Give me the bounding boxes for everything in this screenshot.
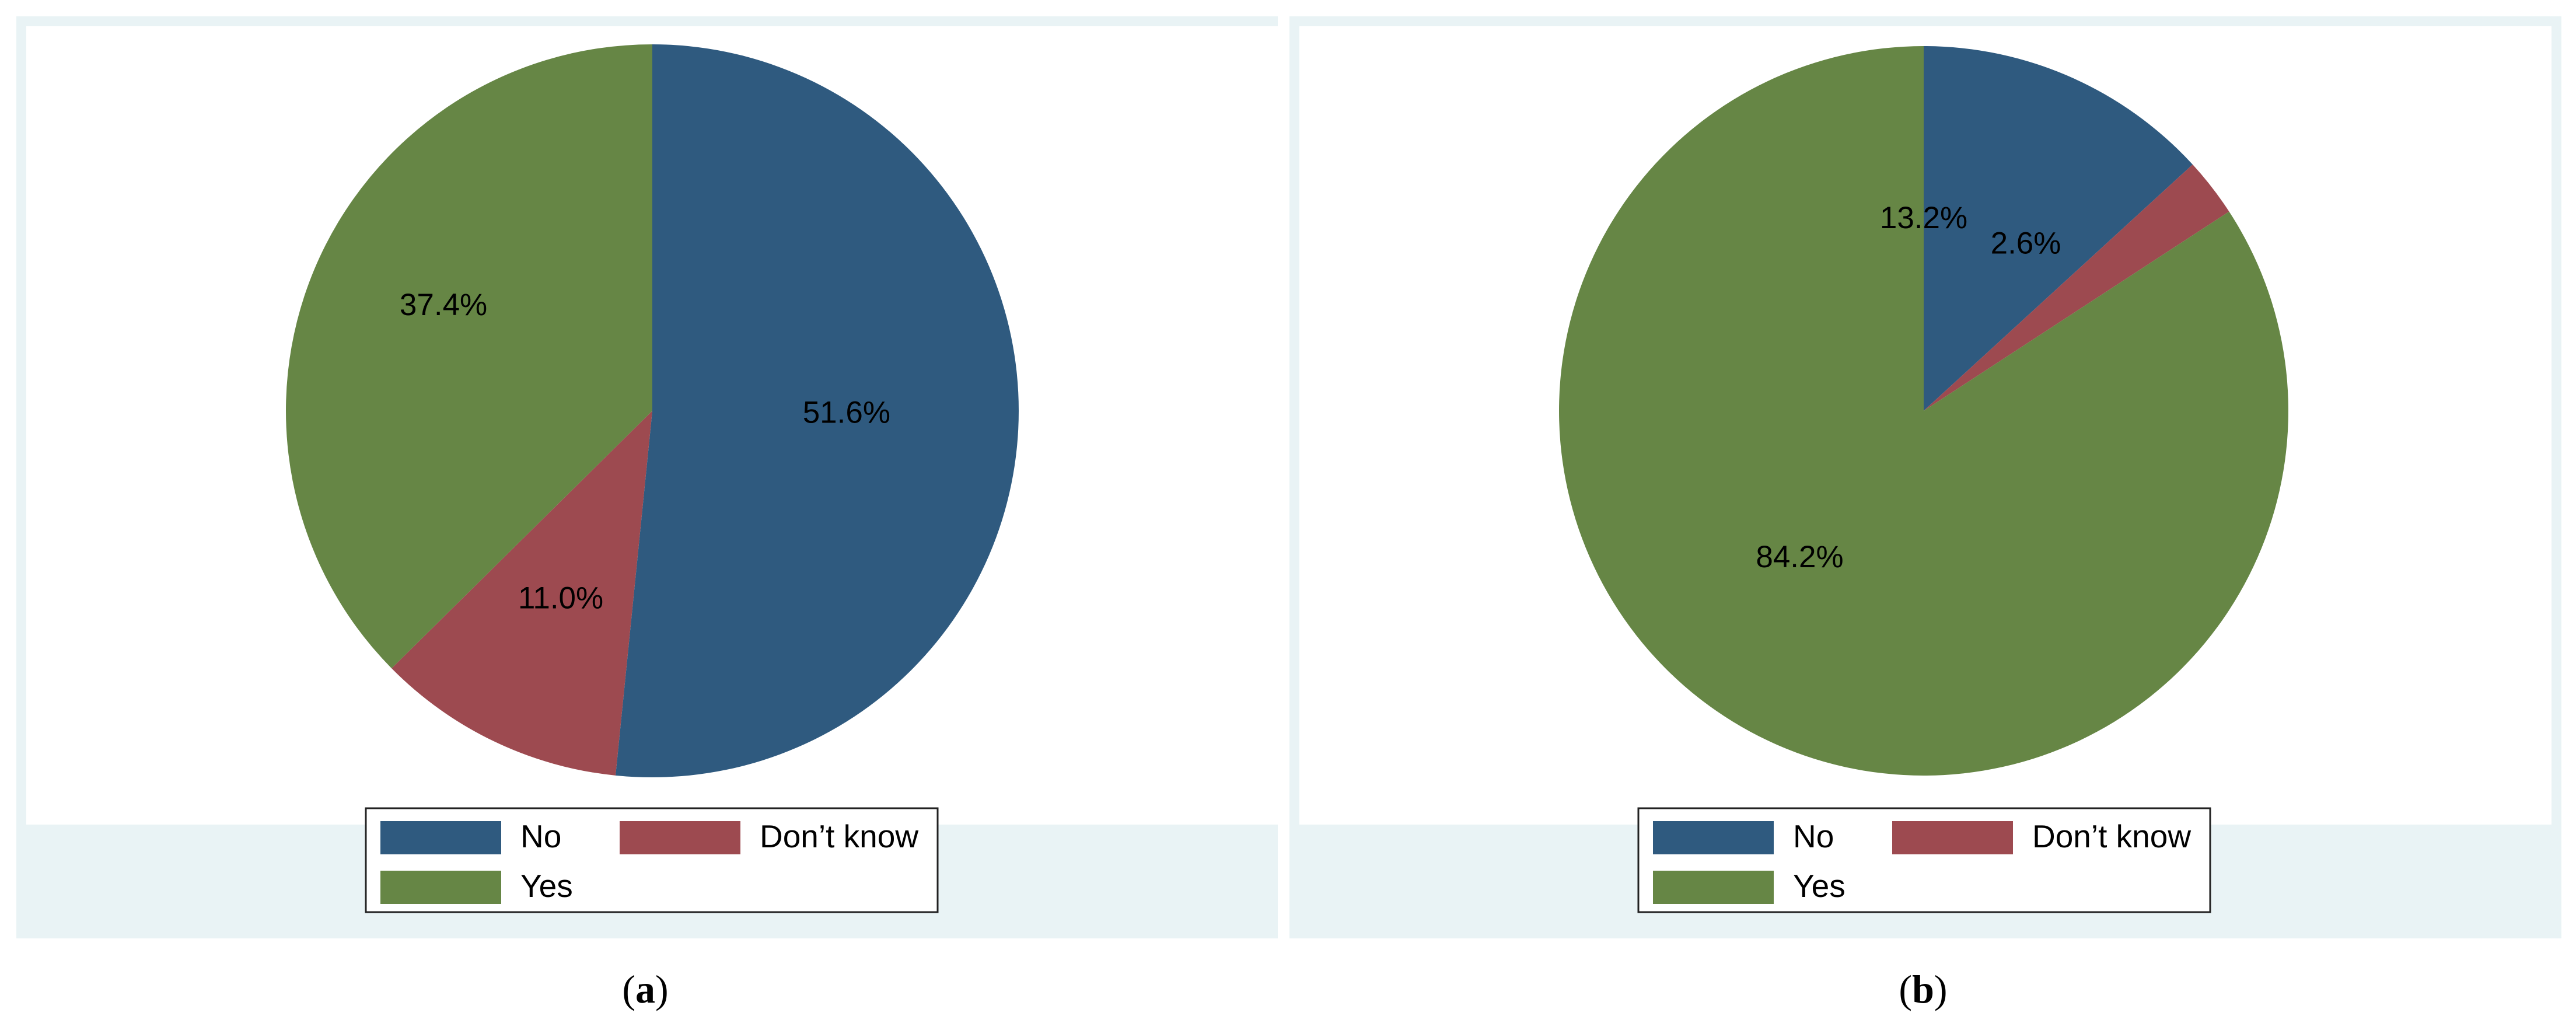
slice-value-label: 2.6% bbox=[1991, 226, 2061, 261]
legend-entry-label: No bbox=[520, 818, 561, 854]
panel-a: 51.6% 11.0% 37.4% No Don’t know Yes (a) bbox=[16, 16, 1278, 1011]
panel-caption: (b) bbox=[1899, 967, 1947, 1011]
legend-entry-label: Don’t know bbox=[760, 818, 918, 854]
slice-value-label: 51.6% bbox=[803, 396, 890, 430]
pie-slice-no bbox=[1924, 46, 2193, 411]
slice-value-label: 11.0% bbox=[518, 581, 603, 615]
legend-swatch bbox=[380, 871, 501, 904]
pie-slice-yes bbox=[1559, 46, 2289, 776]
panel-caption: (a) bbox=[622, 967, 668, 1011]
legend-swatch bbox=[1653, 871, 1774, 904]
slice-value-label: 37.4% bbox=[400, 288, 487, 322]
pie-slice-don-t-know bbox=[392, 411, 652, 776]
legend-entry-label: Yes bbox=[520, 868, 573, 904]
legend-swatch bbox=[380, 821, 501, 854]
legend-entry-label: Don’t know bbox=[2032, 818, 2191, 854]
legend-swatch bbox=[620, 821, 740, 854]
slice-value-label: 13.2% bbox=[1880, 201, 1967, 235]
legend-entry-label: No bbox=[1793, 818, 1834, 854]
pie-slice-yes bbox=[286, 44, 652, 669]
legend-entry-label: Yes bbox=[1793, 868, 1846, 904]
pie-slice-don-t-know bbox=[1924, 164, 2229, 411]
pie-slice-no bbox=[615, 44, 1019, 777]
slice-value-label: 84.2% bbox=[1756, 540, 1843, 574]
panel-caption-letter: b bbox=[1912, 967, 1934, 1011]
panel-b: 13.2% 2.6% 84.2% No Don’t know Yes (b) bbox=[1289, 16, 2561, 1011]
panel-caption-letter: a bbox=[635, 967, 655, 1011]
legend-swatch bbox=[1892, 821, 2013, 854]
legend-swatch bbox=[1653, 821, 1774, 854]
